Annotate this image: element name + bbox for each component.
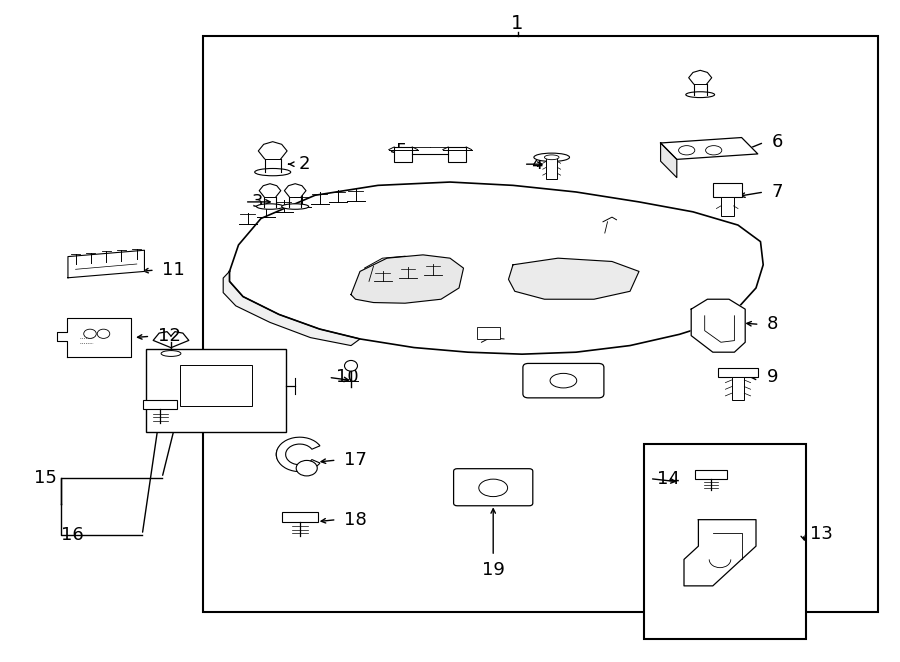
Text: 18: 18 bbox=[344, 510, 366, 529]
Text: 1: 1 bbox=[511, 14, 524, 32]
Bar bbox=[143, 401, 177, 409]
Bar bbox=[546, 158, 557, 179]
Polygon shape bbox=[661, 138, 758, 160]
Ellipse shape bbox=[256, 204, 284, 209]
Text: 20: 20 bbox=[540, 368, 562, 387]
Text: 3: 3 bbox=[252, 193, 264, 211]
Polygon shape bbox=[68, 250, 145, 278]
Polygon shape bbox=[691, 299, 745, 352]
FancyBboxPatch shape bbox=[454, 469, 533, 506]
Wedge shape bbox=[276, 437, 320, 471]
Ellipse shape bbox=[544, 155, 559, 160]
Ellipse shape bbox=[161, 351, 181, 356]
Text: 11: 11 bbox=[162, 261, 184, 279]
Text: 19: 19 bbox=[482, 561, 505, 579]
Bar bbox=[718, 368, 758, 377]
Ellipse shape bbox=[479, 479, 508, 496]
Bar bbox=[713, 183, 742, 197]
Polygon shape bbox=[508, 258, 639, 299]
Text: 5: 5 bbox=[396, 142, 408, 160]
Ellipse shape bbox=[550, 373, 577, 388]
Bar bbox=[477, 327, 500, 339]
Bar bbox=[448, 147, 466, 162]
Polygon shape bbox=[230, 182, 763, 354]
Bar bbox=[644, 444, 806, 639]
Text: 10: 10 bbox=[336, 368, 358, 387]
Ellipse shape bbox=[706, 146, 722, 155]
Polygon shape bbox=[351, 255, 464, 303]
FancyBboxPatch shape bbox=[523, 363, 604, 398]
Ellipse shape bbox=[255, 169, 291, 176]
Text: 7: 7 bbox=[771, 183, 783, 201]
Text: 4: 4 bbox=[531, 155, 543, 173]
Text: 2: 2 bbox=[299, 155, 310, 173]
Bar bbox=[146, 350, 286, 432]
Bar bbox=[695, 470, 727, 479]
Bar bbox=[202, 36, 878, 612]
Polygon shape bbox=[223, 271, 360, 346]
Circle shape bbox=[97, 329, 110, 338]
Text: 12: 12 bbox=[158, 327, 180, 346]
Text: 17: 17 bbox=[344, 451, 366, 469]
Text: 15: 15 bbox=[34, 469, 57, 487]
Ellipse shape bbox=[534, 153, 570, 162]
Polygon shape bbox=[57, 318, 131, 357]
Ellipse shape bbox=[679, 146, 695, 155]
Bar bbox=[394, 147, 412, 162]
Bar bbox=[721, 197, 734, 216]
Text: 9: 9 bbox=[767, 368, 778, 387]
Ellipse shape bbox=[345, 361, 357, 371]
Polygon shape bbox=[661, 143, 677, 177]
Bar bbox=[180, 365, 252, 406]
Ellipse shape bbox=[282, 204, 309, 209]
Text: 6: 6 bbox=[771, 133, 783, 152]
Bar bbox=[732, 377, 744, 400]
Circle shape bbox=[84, 329, 96, 338]
Text: 13: 13 bbox=[810, 525, 832, 544]
Polygon shape bbox=[684, 520, 756, 586]
Ellipse shape bbox=[686, 92, 715, 97]
Bar bbox=[282, 512, 318, 522]
Text: 16: 16 bbox=[61, 526, 84, 544]
Text: 8: 8 bbox=[767, 315, 778, 334]
Text: 14: 14 bbox=[657, 469, 680, 488]
Circle shape bbox=[296, 461, 317, 476]
